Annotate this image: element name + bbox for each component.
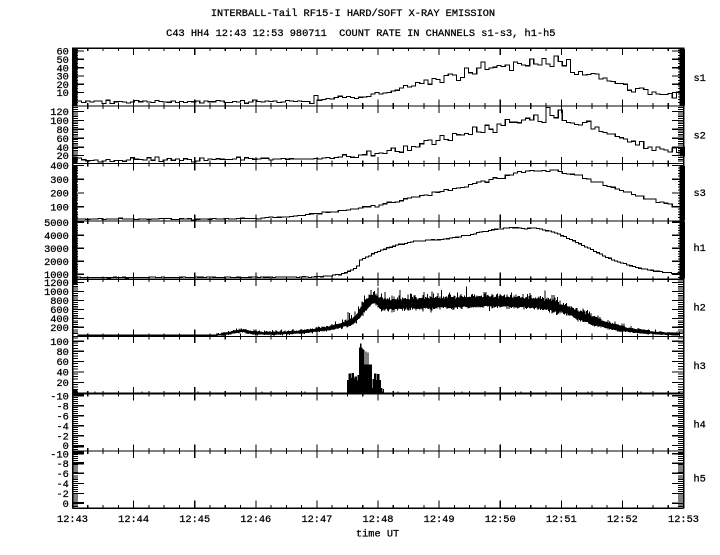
svg-text:-6: -6 — [56, 411, 68, 423]
svg-text:12:50: 12:50 — [485, 514, 516, 526]
svg-text:h1: h1 — [694, 243, 706, 255]
svg-text:12:47: 12:47 — [301, 514, 332, 526]
svg-text:12:53: 12:53 — [668, 514, 699, 526]
svg-text:80: 80 — [56, 347, 68, 359]
svg-text:C43 HH4 12:43 12:53 980711 CO: C43 HH4 12:43 12:53 980711 COUNT RATE IN… — [166, 28, 555, 40]
svg-text:12:46: 12:46 — [240, 514, 271, 526]
svg-text:0: 0 — [63, 499, 69, 511]
svg-text:1000: 1000 — [44, 287, 69, 299]
svg-text:400: 400 — [50, 161, 69, 173]
svg-text:800: 800 — [50, 296, 69, 308]
svg-text:60: 60 — [56, 357, 68, 369]
svg-text:100: 100 — [50, 337, 69, 349]
svg-text:0: 0 — [63, 441, 69, 453]
svg-text:300: 300 — [50, 175, 69, 187]
svg-text:h4: h4 — [694, 420, 706, 432]
svg-text:60: 60 — [56, 134, 68, 146]
svg-text:200: 200 — [50, 189, 69, 201]
svg-text:INTERBALL-Tail RF15-I HARD/SOF: INTERBALL-Tail RF15-I HARD/SOFT X-RAY EM… — [211, 8, 495, 20]
svg-text:-2: -2 — [56, 489, 68, 501]
svg-text:h2: h2 — [694, 303, 706, 315]
svg-text:1200: 1200 — [44, 278, 69, 290]
svg-text:60: 60 — [56, 47, 68, 59]
svg-text:s3: s3 — [694, 188, 706, 200]
svg-text:5000: 5000 — [44, 218, 69, 230]
svg-text:12:48: 12:48 — [363, 514, 394, 526]
svg-text:-4: -4 — [56, 421, 68, 433]
svg-text:12:44: 12:44 — [118, 514, 149, 526]
svg-text:time UT: time UT — [356, 529, 399, 541]
svg-text:4000: 4000 — [44, 231, 69, 243]
svg-text:h5: h5 — [694, 474, 706, 486]
svg-text:-10: -10 — [50, 391, 69, 403]
svg-text:3000: 3000 — [44, 244, 69, 256]
svg-text:s1: s1 — [694, 73, 706, 85]
svg-text:-6: -6 — [56, 469, 68, 481]
svg-text:-2: -2 — [56, 432, 68, 444]
svg-text:50: 50 — [56, 55, 68, 67]
svg-text:2000: 2000 — [44, 257, 69, 269]
svg-text:40: 40 — [56, 63, 68, 75]
svg-text:-10: -10 — [50, 449, 69, 461]
svg-text:12:43: 12:43 — [57, 514, 88, 526]
svg-text:20: 20 — [56, 378, 68, 390]
svg-text:1000: 1000 — [44, 270, 69, 282]
svg-text:-4: -4 — [56, 479, 68, 491]
svg-text:100: 100 — [50, 202, 69, 214]
svg-text:30: 30 — [56, 72, 68, 84]
svg-text:12:51: 12:51 — [546, 514, 577, 526]
svg-text:20: 20 — [56, 80, 68, 92]
svg-text:10: 10 — [56, 88, 68, 100]
svg-text:200: 200 — [50, 323, 69, 335]
svg-text:-8: -8 — [56, 459, 68, 471]
svg-text:-8: -8 — [56, 402, 68, 414]
svg-text:12:49: 12:49 — [424, 514, 455, 526]
svg-text:80: 80 — [56, 125, 68, 137]
svg-text:20: 20 — [56, 151, 68, 163]
svg-text:400: 400 — [50, 314, 69, 326]
svg-text:12:52: 12:52 — [607, 514, 638, 526]
svg-text:h3: h3 — [694, 361, 706, 373]
svg-text:12:45: 12:45 — [179, 514, 210, 526]
svg-text:40: 40 — [56, 368, 68, 380]
svg-text:120: 120 — [50, 107, 69, 119]
svg-text:600: 600 — [50, 305, 69, 317]
svg-text:40: 40 — [56, 143, 68, 155]
svg-text:s2: s2 — [694, 131, 706, 143]
svg-text:100: 100 — [50, 116, 69, 128]
